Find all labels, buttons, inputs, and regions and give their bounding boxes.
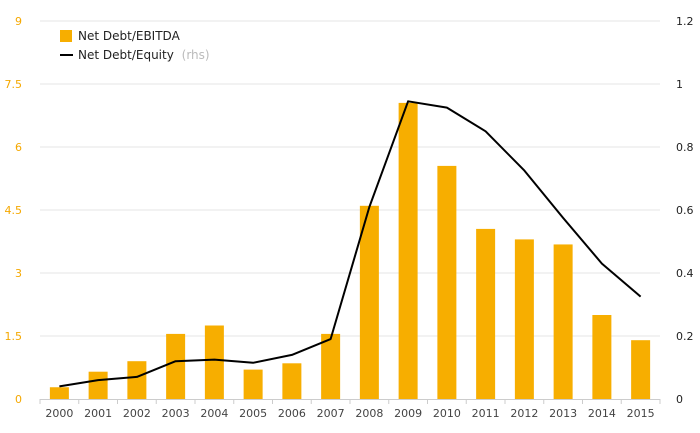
x-tick-label-2004: 2004 bbox=[200, 407, 228, 420]
x-tick-label-2000: 2000 bbox=[45, 407, 73, 420]
y-right-tick-label: 0.4 bbox=[676, 267, 694, 280]
y-left-tick-label: 6 bbox=[15, 141, 22, 154]
x-tick-label-2007: 2007 bbox=[317, 407, 345, 420]
y-left-tick-label: 9 bbox=[15, 15, 22, 28]
bar-2000 bbox=[49, 387, 69, 399]
bar-2010 bbox=[437, 165, 457, 399]
line-net-debt-equity bbox=[59, 100, 642, 388]
legend: Net Debt/EBITDA Net Debt/Equity (rhs) bbox=[60, 29, 210, 62]
line-series bbox=[59, 100, 642, 388]
y-right-tick-label: 0.2 bbox=[676, 330, 694, 343]
bar-2013 bbox=[553, 244, 573, 399]
y-left-tick-label: 1.5 bbox=[5, 330, 23, 343]
y-left-tick-label: 4.5 bbox=[5, 204, 23, 217]
bar-2014 bbox=[592, 315, 612, 399]
bar-2004 bbox=[204, 325, 224, 399]
x-tick-label-2008: 2008 bbox=[355, 407, 383, 420]
legend-swatch-bar bbox=[60, 30, 72, 42]
x-tick-label-2014: 2014 bbox=[588, 407, 616, 420]
bar-2012 bbox=[514, 239, 534, 399]
x-tick-label-2010: 2010 bbox=[433, 407, 461, 420]
bar-2003 bbox=[166, 333, 186, 399]
y-left-tick-label: 0 bbox=[15, 393, 22, 406]
bar-2001 bbox=[88, 371, 108, 399]
bar-2011 bbox=[476, 228, 496, 399]
bar-2009 bbox=[398, 102, 418, 400]
legend-label-line-name: Net Debt/Equity bbox=[78, 48, 174, 62]
x-tick-label-2003: 2003 bbox=[162, 407, 190, 420]
bar-series bbox=[49, 102, 651, 400]
bar-2008 bbox=[359, 205, 379, 399]
y-right-tick-label: 1.2 bbox=[676, 15, 694, 28]
bar-2015 bbox=[631, 340, 651, 399]
axes: 0 1.5 3 4.5 6 7.5 9 0 0.2 0.4 0.6 0.8 1 1.2 2000 2001 20… bbox=[5, 15, 694, 420]
y-left-tick-label: 3 bbox=[15, 267, 22, 280]
x-tick-label-2013: 2013 bbox=[549, 407, 577, 420]
legend-label-line: Net Debt/Equity (rhs) bbox=[78, 48, 210, 62]
bar-2002 bbox=[127, 361, 147, 399]
x-tick-label-2002: 2002 bbox=[123, 407, 151, 420]
y-right-tick-label: 0.6 bbox=[676, 204, 694, 217]
y-left-tick-label: 7.5 bbox=[5, 78, 23, 91]
y-right-tick-label: 0.8 bbox=[676, 141, 694, 154]
x-tick-label-2012: 2012 bbox=[510, 407, 538, 420]
x-tick-label-2005: 2005 bbox=[239, 407, 267, 420]
x-tick-label-2015: 2015 bbox=[627, 407, 655, 420]
x-tick-label-2009: 2009 bbox=[394, 407, 422, 420]
legend-label-line-suffix: (rhs) bbox=[182, 48, 210, 62]
x-tick-label-2001: 2001 bbox=[84, 407, 112, 420]
bar-2005 bbox=[243, 369, 263, 399]
x-tick-label-2006: 2006 bbox=[278, 407, 306, 420]
bar-2006 bbox=[282, 363, 302, 399]
y-right-tick-label: 0 bbox=[676, 393, 683, 406]
y-right-tick-label: 1 bbox=[676, 78, 683, 91]
bar-2007 bbox=[321, 333, 341, 399]
x-tick-label-2011: 2011 bbox=[472, 407, 500, 420]
legend-label-bar: Net Debt/EBITDA bbox=[78, 29, 181, 43]
